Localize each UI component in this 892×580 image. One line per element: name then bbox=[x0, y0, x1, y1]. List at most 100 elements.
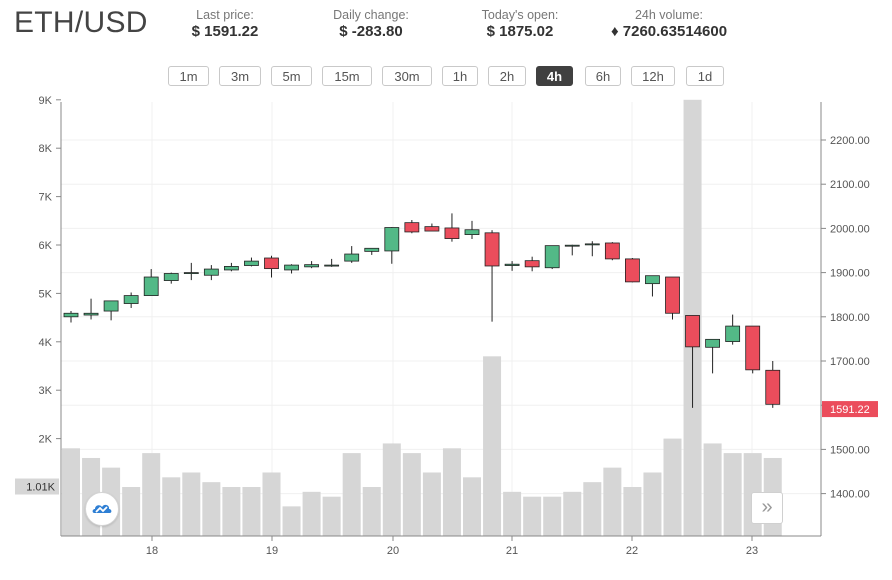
volume-tick-label: 3K bbox=[39, 385, 53, 397]
price-tick-label: 1500.00 bbox=[830, 444, 870, 456]
timeframe-1h-button[interactable]: 1h bbox=[442, 66, 478, 86]
candle-body bbox=[705, 338, 720, 348]
candle-body bbox=[584, 243, 600, 246]
price-tick-label: 2200.00 bbox=[830, 135, 870, 147]
volume-bar bbox=[262, 472, 281, 536]
time-tick-label: 20 bbox=[387, 545, 399, 557]
candle-body bbox=[63, 312, 79, 318]
candle-body bbox=[625, 258, 640, 283]
timeframe-1d-button[interactable]: 1d bbox=[686, 66, 724, 86]
volume-bar bbox=[583, 482, 602, 536]
volume-bar bbox=[422, 472, 441, 536]
volume-24h-value: ♦ 7260.63514600 bbox=[610, 23, 728, 40]
candle-body bbox=[244, 260, 259, 266]
time-tick-label: 19 bbox=[266, 545, 278, 557]
volume-bar bbox=[62, 448, 80, 536]
timeframe-1m-button[interactable]: 1m bbox=[168, 66, 209, 86]
volume-bar bbox=[563, 491, 582, 536]
volume-bar bbox=[182, 472, 201, 536]
candle-body bbox=[163, 273, 179, 281]
volume-tick-label: 8K bbox=[39, 143, 53, 155]
volume-bar bbox=[442, 448, 461, 536]
candle-body bbox=[464, 229, 480, 235]
candle-body bbox=[645, 275, 660, 285]
volume-bar bbox=[322, 496, 341, 536]
candle-body bbox=[103, 300, 119, 312]
candle-body bbox=[203, 268, 219, 276]
candle-body bbox=[304, 264, 320, 268]
volume-bar bbox=[342, 453, 361, 536]
price-tick-label: 1800.00 bbox=[830, 312, 870, 324]
time-tick-label: 21 bbox=[506, 545, 518, 557]
timeframe-12h-button[interactable]: 12h bbox=[631, 66, 675, 86]
candle-body bbox=[324, 264, 340, 267]
volume-tick-label: 6K bbox=[39, 240, 53, 252]
tradingview-cloud-icon[interactable] bbox=[85, 492, 119, 526]
candle-body bbox=[504, 263, 520, 266]
volume-bar bbox=[362, 487, 381, 536]
timeframe-30m-button[interactable]: 30m bbox=[382, 66, 432, 86]
last-price-stat: Last price: $ 1591.22 bbox=[180, 8, 270, 40]
timeframe-3m-button[interactable]: 3m bbox=[219, 66, 261, 86]
candle-body bbox=[444, 227, 460, 239]
volume-tick-label: 2K bbox=[39, 434, 53, 446]
volume-bar bbox=[543, 496, 562, 536]
price-tick-label: 2000.00 bbox=[830, 223, 870, 235]
candle-body bbox=[765, 369, 781, 405]
candle-body bbox=[264, 257, 279, 270]
price-tick-label: 2100.00 bbox=[830, 179, 870, 191]
timeframe-5m-button[interactable]: 5m bbox=[271, 66, 312, 86]
volume-bar bbox=[242, 487, 261, 536]
daily-change-stat: Daily change: $ -283.80 bbox=[320, 8, 422, 40]
daily-change-label: Daily change: bbox=[333, 8, 409, 22]
volume-bar bbox=[623, 487, 642, 536]
candle-body bbox=[223, 266, 239, 271]
current-volume-marker-label: 1.01K bbox=[26, 482, 55, 494]
volume-24h-label: 24h volume: bbox=[634, 8, 704, 22]
candle-body bbox=[524, 260, 540, 268]
double-chevron-right-icon[interactable]: » bbox=[751, 492, 783, 524]
daily-change-value: $ -283.80 bbox=[339, 23, 403, 40]
todays-open-label: Today's open: bbox=[481, 8, 559, 22]
candle-body bbox=[183, 272, 199, 275]
candle-body bbox=[143, 276, 159, 296]
candle-body bbox=[364, 247, 380, 252]
timeframe-6h-button[interactable]: 6h bbox=[585, 66, 621, 86]
candle-body bbox=[284, 264, 299, 271]
candle-body bbox=[484, 232, 500, 267]
last-price-marker-label: 1591.22 bbox=[830, 404, 870, 416]
volume-tick-label: 9K bbox=[39, 95, 53, 107]
candle-body bbox=[685, 315, 700, 348]
volume-bar bbox=[663, 438, 682, 536]
time-tick-label: 22 bbox=[626, 545, 638, 557]
candle-body bbox=[384, 227, 400, 252]
candle-body bbox=[344, 253, 360, 262]
volume-bar bbox=[382, 443, 401, 536]
candle-body bbox=[665, 276, 680, 314]
volume-bar bbox=[463, 477, 481, 536]
volume-bar bbox=[302, 491, 321, 536]
volume-bar bbox=[402, 453, 421, 536]
todays-open-value: $ 1875.02 bbox=[486, 23, 554, 40]
volume-bar bbox=[723, 453, 742, 536]
candle-body bbox=[564, 244, 580, 247]
volume-bar bbox=[162, 477, 181, 536]
price-tick-label: 1700.00 bbox=[830, 356, 870, 368]
timeframe-15m-button[interactable]: 15m bbox=[322, 66, 372, 86]
timeframe-4h-button[interactable]: 4h bbox=[536, 66, 573, 86]
candle-body bbox=[725, 325, 741, 342]
timeframe-selector: 1m 3m 5m 15m 30m 1h 2h 4h 6h 12h 1d bbox=[0, 66, 892, 88]
last-price-label: Last price: bbox=[196, 8, 254, 22]
current-volume-marker bbox=[15, 478, 59, 495]
volume-bar bbox=[503, 491, 522, 536]
price-tick-label: 1900.00 bbox=[830, 268, 870, 280]
timeframe-2h-button[interactable]: 2h bbox=[488, 66, 526, 86]
volume-bar bbox=[703, 443, 722, 536]
last-price-value: $ 1591.22 bbox=[191, 23, 259, 40]
todays-open-stat: Today's open: $ 1875.02 bbox=[468, 8, 572, 40]
time-tick-label: 18 bbox=[146, 545, 158, 557]
candle-body bbox=[404, 222, 420, 233]
candle-body bbox=[604, 242, 620, 260]
volume-bar bbox=[282, 506, 301, 536]
candle-body bbox=[424, 226, 440, 232]
